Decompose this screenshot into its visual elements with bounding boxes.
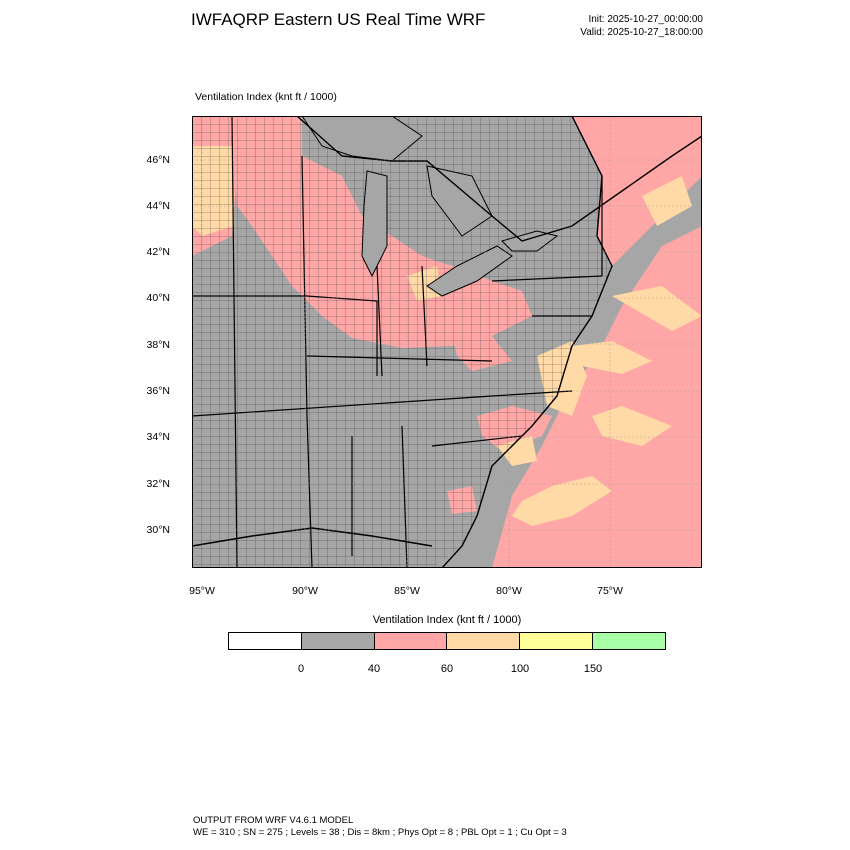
- lon-label: 95°W: [189, 585, 215, 597]
- lat-label: 40°N: [146, 292, 170, 304]
- legend-swatch: [593, 633, 665, 649]
- lat-label: 30°N: [146, 524, 170, 536]
- legend-tick: 60: [440, 663, 454, 675]
- map-field-label: Ventilation Index (knt ft / 1000): [195, 91, 337, 103]
- lat-label: 42°N: [146, 246, 170, 258]
- atlantic-coastline: [441, 115, 613, 569]
- legend-swatch: [520, 633, 594, 649]
- lat-label: 32°N: [146, 478, 170, 490]
- lat-label: 36°N: [146, 385, 170, 397]
- legend-tick: 0: [297, 663, 305, 675]
- legend-swatch: [374, 633, 448, 649]
- legend-swatch: [301, 633, 375, 649]
- graticule: [192, 116, 702, 568]
- lake-ontario: [501, 230, 559, 252]
- map-svg: [191, 115, 703, 569]
- model-config: WE = 310 ; SN = 275 ; Levels = 38 ; Dis …: [193, 827, 567, 838]
- lon-label: 80°W: [496, 585, 522, 597]
- plot-title: IWFAQRP Eastern US Real Time WRF: [191, 10, 486, 29]
- state-boundaries: [191, 115, 603, 569]
- map-border: [192, 116, 702, 568]
- lat-label: 46°N: [146, 154, 170, 166]
- atlantic-orange-patch-2: [572, 341, 652, 374]
- model-info: OUTPUT FROM WRF V4.6.1 MODEL: [193, 815, 354, 826]
- us-canada-border: [296, 115, 703, 242]
- lake-huron: [426, 165, 493, 237]
- legend-swatch: [447, 633, 521, 649]
- legend-swatch: [229, 633, 302, 649]
- lon-label: 75°W: [597, 585, 623, 597]
- legend-tick: 150: [583, 663, 603, 675]
- lon-label: 85°W: [394, 585, 420, 597]
- lat-label: 38°N: [146, 339, 170, 351]
- gulf-coastline: [191, 527, 433, 547]
- atlantic-orange-patch: [592, 406, 672, 446]
- legend-tick: 40: [367, 663, 381, 675]
- new-england-pink-region: [572, 116, 702, 266]
- init-time: Init: 2025-10-27_00:00:00: [588, 14, 703, 25]
- lon-label: 90°W: [292, 585, 318, 597]
- new-england-orange-patch: [642, 176, 692, 226]
- ventilation-index-map: [191, 115, 703, 569]
- lat-label: 44°N: [146, 200, 170, 212]
- atlantic-orange-patch-3: [612, 286, 702, 331]
- color-legend: [228, 632, 666, 650]
- atlantic-orange-band: [512, 476, 612, 526]
- valid-time: Valid: 2025-10-27_18:00:00: [580, 27, 703, 38]
- lake-erie: [426, 245, 513, 297]
- legend-title: Ventilation Index (knt ft / 1000): [372, 614, 522, 626]
- lat-label: 34°N: [146, 431, 170, 443]
- legend-tick: 100: [510, 663, 530, 675]
